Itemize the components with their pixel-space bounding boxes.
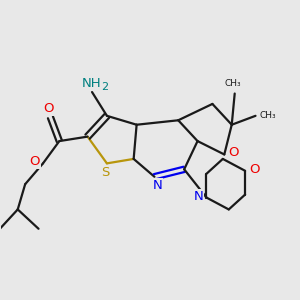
Text: O: O — [44, 103, 54, 116]
Text: NH: NH — [82, 77, 102, 90]
Text: CH₃: CH₃ — [259, 111, 276, 120]
Text: O: O — [229, 146, 239, 160]
Text: N: N — [153, 178, 162, 192]
Text: O: O — [29, 155, 40, 168]
Text: O: O — [249, 163, 259, 176]
Text: 2: 2 — [101, 82, 108, 92]
Text: S: S — [101, 166, 110, 179]
Text: CH₃: CH₃ — [224, 79, 241, 88]
Text: N: N — [193, 190, 203, 202]
